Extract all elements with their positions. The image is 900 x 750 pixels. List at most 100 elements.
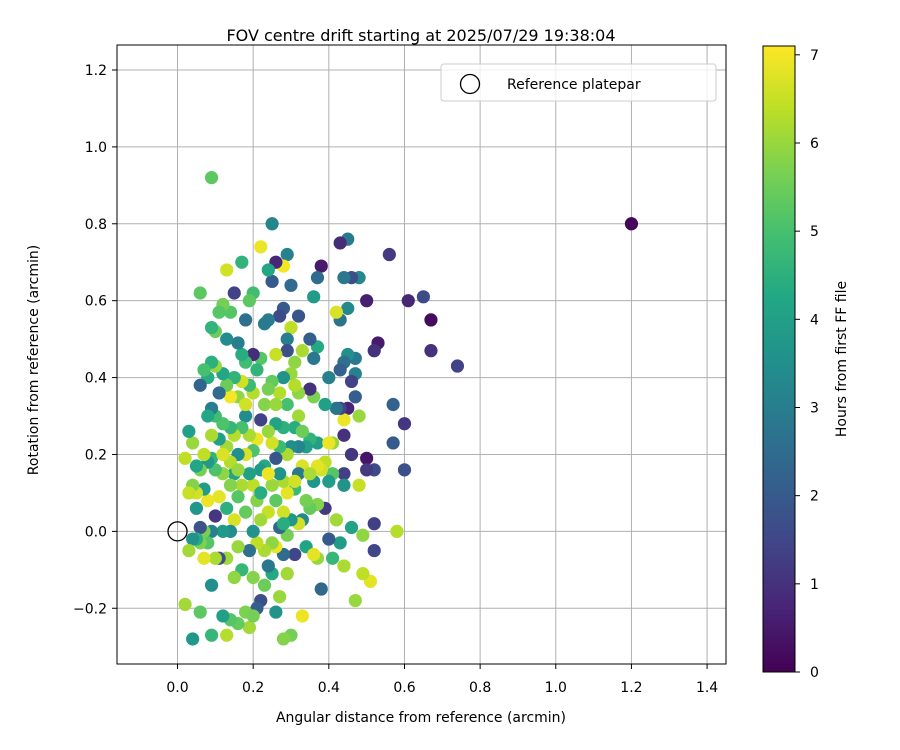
data-point-144 xyxy=(261,559,275,573)
colorbar-label: Hours from first FF file xyxy=(834,281,850,437)
data-point-218 xyxy=(212,386,226,400)
data-point-72 xyxy=(307,351,321,365)
data-point-228 xyxy=(204,320,219,335)
data-point-261 xyxy=(182,486,196,500)
data-point-2 xyxy=(450,359,465,373)
colorbar-tick-label-7: 7 xyxy=(810,48,819,64)
data-point-167 xyxy=(246,570,260,585)
colorbar-tick-label-2: 2 xyxy=(810,489,819,505)
data-point-4 xyxy=(424,344,438,358)
data-point-275 xyxy=(288,474,302,488)
data-point-88 xyxy=(291,409,306,423)
data-point-208 xyxy=(220,501,234,515)
data-point-43 xyxy=(337,467,351,481)
data-point-75 xyxy=(303,332,317,346)
y-tick-label-4: 0.6 xyxy=(85,294,107,310)
data-point-181 xyxy=(235,347,249,362)
data-point-12 xyxy=(382,247,396,262)
reference-platepar-marker xyxy=(167,521,188,542)
data-point-266 xyxy=(254,486,268,500)
data-point-86 xyxy=(291,309,306,323)
data-point-260 xyxy=(182,424,196,438)
data-point-210 xyxy=(220,628,234,642)
data-point-44 xyxy=(337,559,351,573)
data-point-19 xyxy=(360,294,374,308)
data-point-14 xyxy=(367,344,381,358)
data-point-258 xyxy=(186,532,200,546)
data-point-249 xyxy=(193,520,207,535)
data-point-276 xyxy=(246,609,260,623)
data-point-17 xyxy=(367,543,381,558)
data-point-204 xyxy=(220,263,234,277)
data-point-247 xyxy=(193,378,207,392)
data-point-174 xyxy=(239,313,253,327)
data-point-235 xyxy=(204,628,219,642)
legend-box xyxy=(440,63,717,102)
legend: Reference platepar xyxy=(440,63,717,102)
legend-label: Reference platepar xyxy=(507,77,641,93)
x-tick-label-2: 0.4 xyxy=(318,680,340,696)
x-tick-label-7: 1.4 xyxy=(696,680,718,696)
data-point-3 xyxy=(424,313,438,327)
data-point-231 xyxy=(204,428,219,442)
data-point-246 xyxy=(193,286,207,300)
data-point-122 xyxy=(273,467,287,481)
data-point-150 xyxy=(254,240,268,254)
data-point-11 xyxy=(390,524,404,538)
data-point-172 xyxy=(242,543,256,558)
data-point-113 xyxy=(276,370,291,385)
data-point-171 xyxy=(242,467,256,481)
data-point-201 xyxy=(223,478,238,492)
data-point-263 xyxy=(178,451,192,465)
data-point-108 xyxy=(280,486,294,500)
y-tick-label-6: 1.0 xyxy=(85,140,107,156)
data-point-128 xyxy=(269,451,283,465)
data-point-52 xyxy=(329,513,343,527)
colorbar-tick-label-5: 5 xyxy=(810,224,819,240)
data-point-256 xyxy=(186,436,200,450)
y-tick-label-2: 0.2 xyxy=(85,447,107,463)
data-point-116 xyxy=(276,505,291,519)
data-point-176 xyxy=(239,409,253,423)
data-point-234 xyxy=(204,578,219,592)
x-axis-ticks: 0.0 0.2 0.4 0.6 0.8 1.0 1.2 1.4 xyxy=(166,664,718,696)
data-point-47 xyxy=(333,363,347,377)
data-point-156 xyxy=(250,363,264,377)
colorbar-tick-label-1: 1 xyxy=(810,577,819,593)
data-point-269 xyxy=(307,547,321,562)
data-point-103 xyxy=(280,247,294,262)
data-point-226 xyxy=(208,509,222,523)
colorbar-tick-label-6: 6 xyxy=(810,136,819,152)
data-point-9 xyxy=(386,397,400,412)
data-point-80 xyxy=(299,493,313,508)
x-tick-label-1: 0.2 xyxy=(242,680,264,696)
data-point-85 xyxy=(295,609,309,623)
data-point-197 xyxy=(227,570,241,585)
data-point-120 xyxy=(273,386,287,400)
data-point-119 xyxy=(273,309,287,323)
data-point-154 xyxy=(254,513,268,527)
data-point-56 xyxy=(322,370,336,385)
data-point-110 xyxy=(280,567,294,581)
data-point-270 xyxy=(322,436,336,450)
data-point-279 xyxy=(303,467,317,481)
data-point-132 xyxy=(265,217,279,231)
data-point-268 xyxy=(295,424,309,438)
data-point-139 xyxy=(261,263,275,277)
data-point-149 xyxy=(257,578,272,592)
data-point-189 xyxy=(231,490,245,504)
data-point-180 xyxy=(235,255,249,269)
data-point-26 xyxy=(352,478,366,492)
data-point-118 xyxy=(276,632,291,646)
data-point-97 xyxy=(284,278,298,292)
data-point-105 xyxy=(280,344,294,358)
data-point-273 xyxy=(239,397,253,412)
x-axis-label: Angular distance from reference (arcmin) xyxy=(276,710,566,726)
data-point-16 xyxy=(367,517,381,531)
colorbar-gradient xyxy=(762,45,796,673)
data-point-0 xyxy=(624,217,639,231)
data-point-96 xyxy=(288,547,302,562)
data-point-135 xyxy=(265,436,279,450)
y-axis-ticks: −0.2 0.0 0.2 0.4 0.6 0.8 1.0 1.2 xyxy=(73,63,117,617)
